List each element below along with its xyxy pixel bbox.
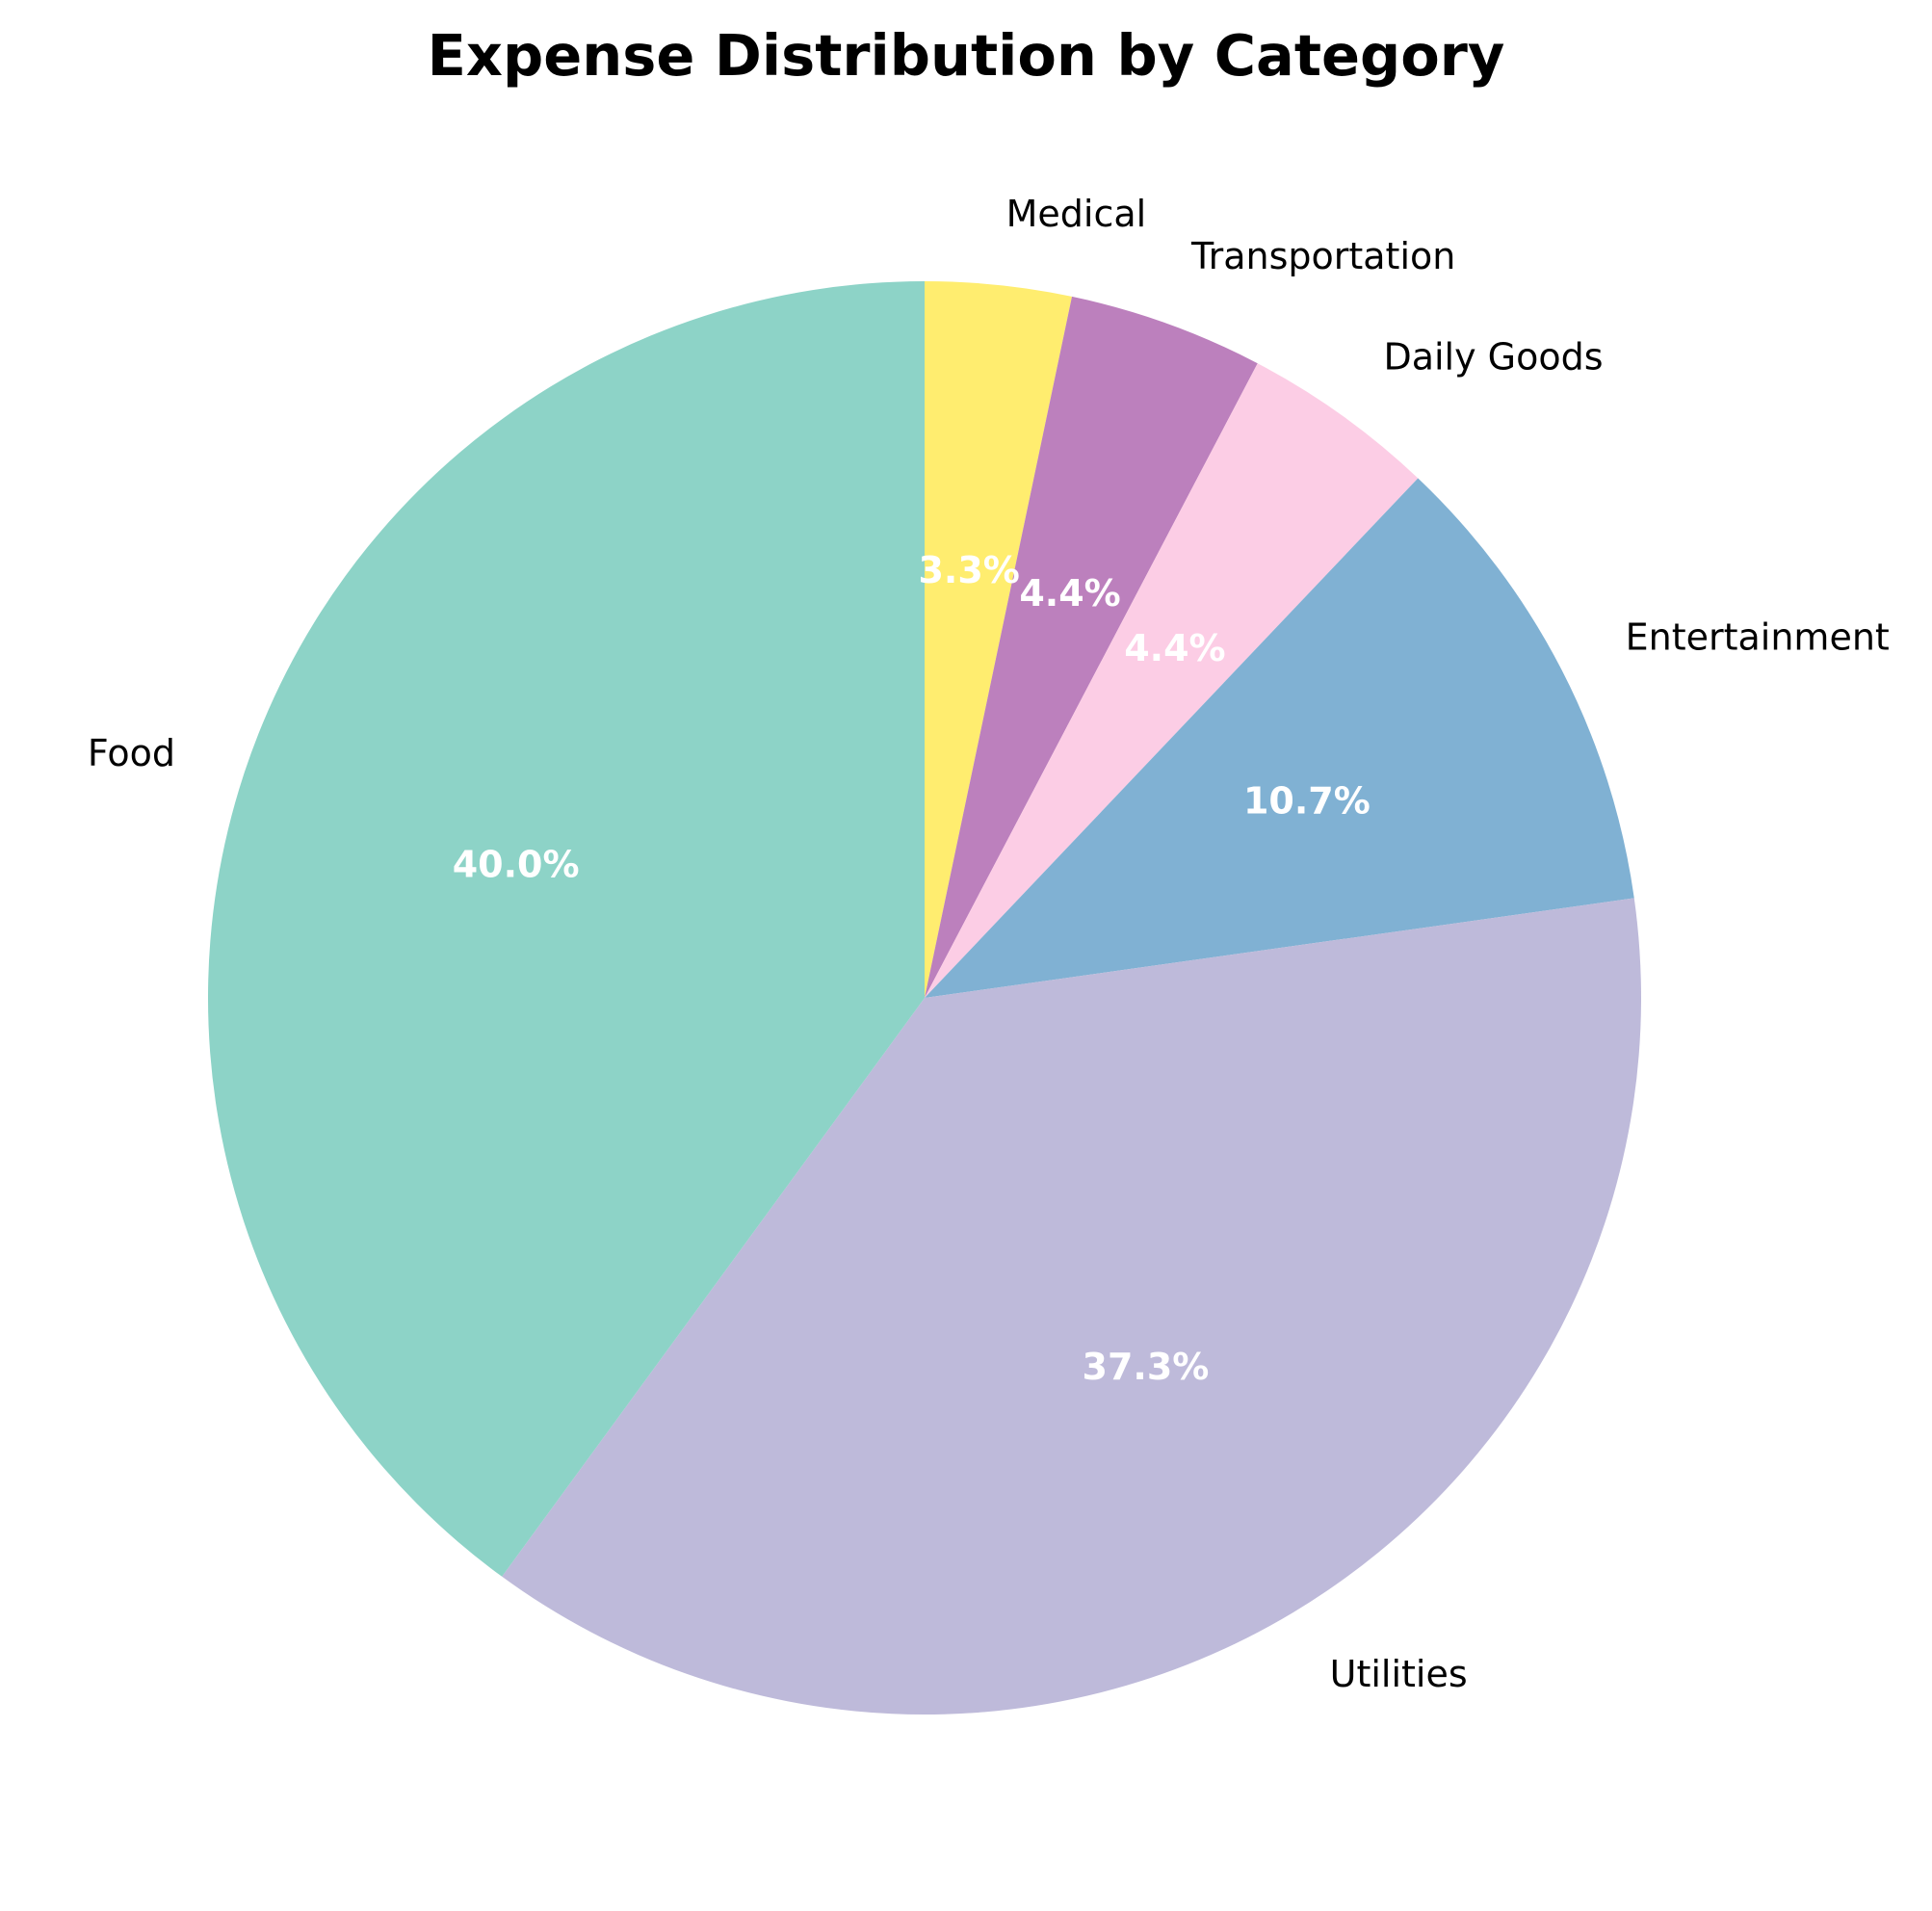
category-label-food: Food	[88, 732, 175, 774]
pie-slice-food	[207, 281, 925, 1577]
pie-slice-utilities	[502, 898, 1641, 1715]
percent-label-food: 40.0%	[453, 844, 580, 886]
percent-label-utilities: 37.3%	[1083, 1346, 1210, 1388]
pie-slice-daily-goods	[925, 363, 1419, 998]
category-label-medical: Medical	[1006, 193, 1147, 235]
category-label-utilities: Utilities	[1330, 1653, 1468, 1695]
chart-title: Expense Distribution by Category	[428, 22, 1505, 89]
percent-label-transportation: 4.4%	[1019, 572, 1120, 615]
percent-label-entertainment: 10.7%	[1243, 780, 1371, 823]
category-label-entertainment: Entertainment	[1626, 615, 1890, 658]
percent-label-medical: 3.3%	[918, 549, 1019, 591]
pie-slices	[207, 281, 1641, 1715]
pie-category-labels: Medical Transportation Daily Goods Entertai…	[88, 193, 1890, 1695]
pie-slice-entertainment	[925, 478, 1634, 998]
pie-slice-medical	[925, 281, 1073, 998]
category-label-daily-goods: Daily Goods	[1383, 336, 1603, 379]
percent-label-daily-goods: 4.4%	[1124, 627, 1225, 669]
pie-percent-labels: 3.3%4.4%4.4%10.7%37.3%40.0%	[453, 549, 1371, 1388]
category-label-transportation: Transportation	[1190, 235, 1455, 277]
pie-slice-transportation	[925, 296, 1258, 999]
